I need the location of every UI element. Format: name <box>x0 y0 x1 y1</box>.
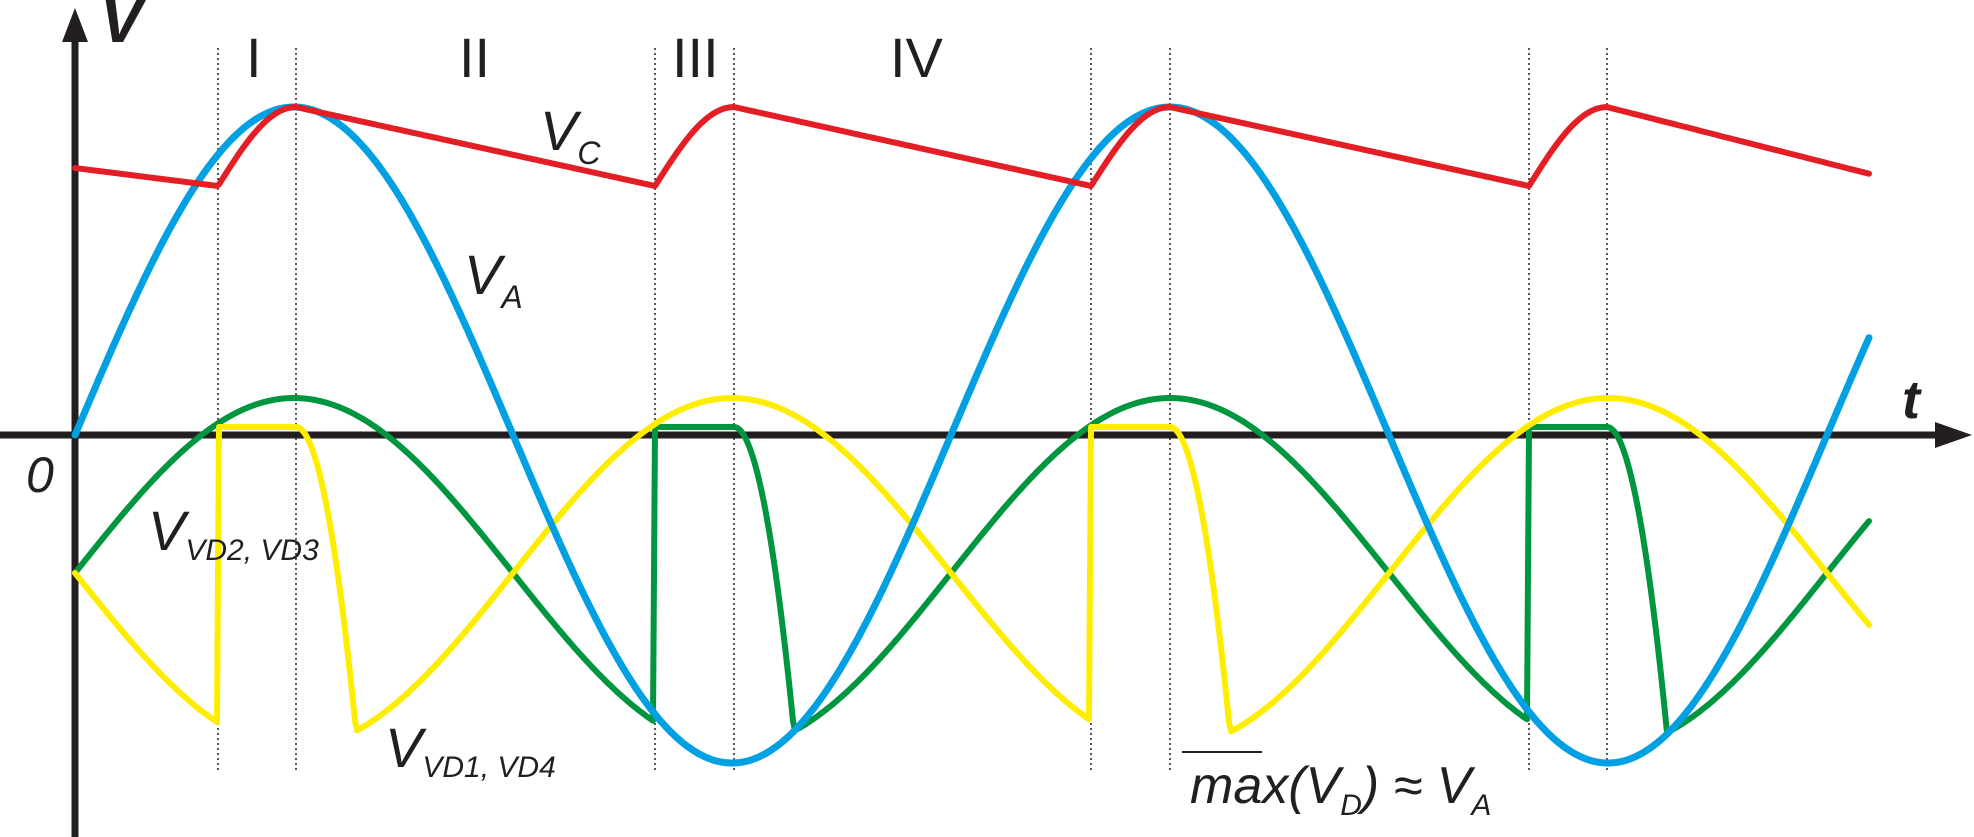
vd2-vd3-curve <box>72 395 1872 735</box>
vd23-label: VVD2, VD3 <box>148 499 319 567</box>
y-axis-label: V <box>100 0 148 56</box>
region-label-ii: II <box>459 26 490 89</box>
vd23-label-sub: VD2, VD3 <box>185 534 319 567</box>
region-label-i: I <box>246 26 262 89</box>
vc-label-main: V <box>540 99 582 162</box>
origin-label: 0 <box>26 447 54 503</box>
vd1-vd4-curve <box>72 395 1872 736</box>
region-label-iv: IV <box>890 26 944 89</box>
region-guide-lines <box>217 48 1608 770</box>
va-label: VA <box>464 243 523 315</box>
annotation-sub2: A <box>1469 789 1491 822</box>
vc-curve <box>72 104 1872 189</box>
va-label-sub: A <box>499 279 522 315</box>
vd23-label-main: V <box>148 499 190 562</box>
vc-label: VC <box>540 99 601 171</box>
region-label-iii: III <box>672 26 719 89</box>
vd14-label-main: V <box>385 716 427 779</box>
va-curve <box>71 103 1873 767</box>
vc-label-sub: C <box>577 135 601 171</box>
va-label-main: V <box>464 243 506 306</box>
x-axis-arrow <box>1935 422 1972 448</box>
annotation-suffix: ) ≈ V <box>1356 757 1476 815</box>
annotation-sub: D <box>1340 789 1362 822</box>
vd14-label: VVD1, VD4 <box>385 716 556 784</box>
x-axis-label: t <box>1902 370 1922 430</box>
annotation-prefix: max(V <box>1190 757 1345 815</box>
vd14-label-sub: VD1, VD4 <box>422 751 555 784</box>
y-axis-arrow <box>62 8 88 42</box>
axes <box>0 8 1972 837</box>
annotation-formula: max(VD) ≈ VA <box>1190 757 1491 822</box>
